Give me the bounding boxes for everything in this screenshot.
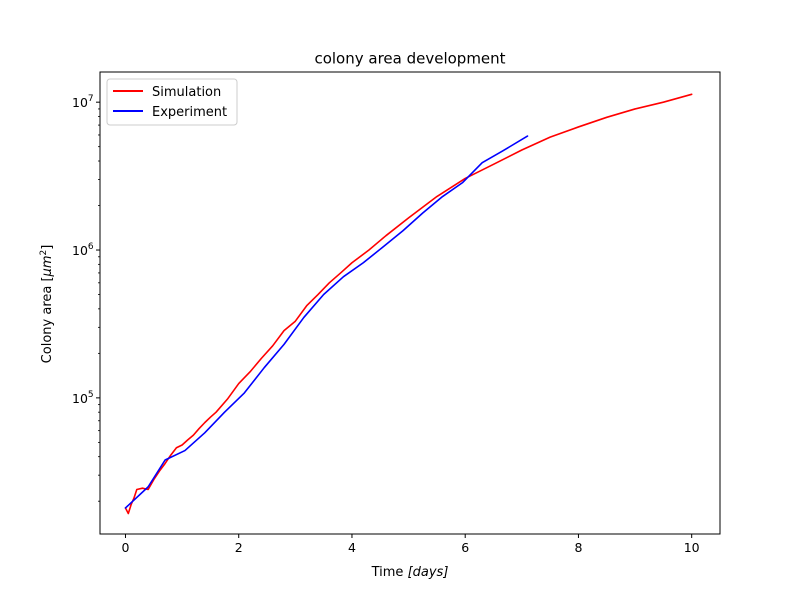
x-axis-ticks: 0 2 4 6 8 10 <box>122 534 700 555</box>
legend: Simulation Experiment <box>106 78 238 126</box>
y-tick-label-base: 10 <box>72 391 88 406</box>
y-axis-label-unit: μm <box>40 256 55 278</box>
series-line-experiment <box>124 135 529 509</box>
y-axis-label: Colony area [μm2] <box>39 245 55 364</box>
axes-frame <box>99 71 721 535</box>
chart-title: colony area development <box>314 50 505 68</box>
y-tick-label: 107 <box>72 94 94 110</box>
y-tick-label-exponent: 7 <box>88 94 94 104</box>
legend-label-simulation: Simulation <box>152 85 221 100</box>
x-axis-label: Time [days] <box>371 565 449 580</box>
y-tick-label: 106 <box>72 242 94 258</box>
legend-label-experiment: Experiment <box>152 105 227 120</box>
series-layer <box>124 93 693 515</box>
x-tick-label: 6 <box>461 540 469 555</box>
y-axis-label-bracket-open: [ <box>40 276 55 281</box>
x-tick-label: 8 <box>574 540 582 555</box>
x-axis-label-unit: [days] <box>408 565 449 580</box>
series-line-simulation <box>124 93 693 515</box>
y-tick-label-exponent: 6 <box>88 242 94 252</box>
y-tick-label-exponent: 5 <box>88 390 94 400</box>
x-tick-label: 0 <box>122 540 130 555</box>
y-tick-label-base: 10 <box>72 243 88 258</box>
x-axis-label-text: Time <box>371 565 408 580</box>
x-tick-label: 2 <box>235 540 243 555</box>
y-tick-label-base: 10 <box>72 95 88 110</box>
y-axis-label-text: Colony area <box>40 282 55 364</box>
x-tick-label: 4 <box>348 540 356 555</box>
y-axis-label-unit-sup: 2 <box>39 250 49 256</box>
y-axis-label-bracket-close: ] <box>40 245 55 250</box>
y-tick-label: 105 <box>72 390 94 406</box>
x-tick-label: 10 <box>684 540 700 555</box>
